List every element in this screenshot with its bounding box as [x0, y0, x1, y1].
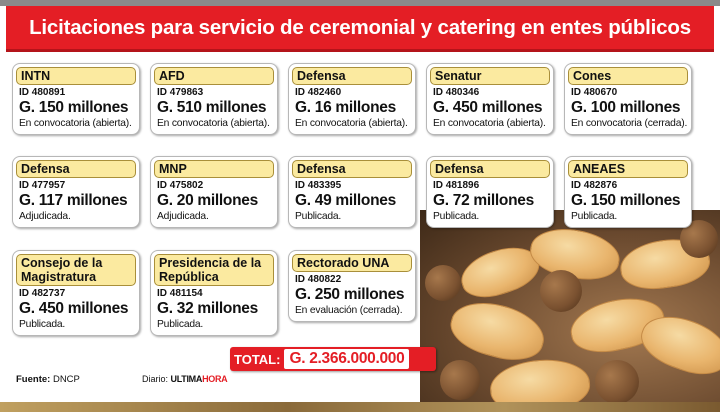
card-amount: G. 450 millones: [19, 300, 129, 317]
card-entity-line2: República: [159, 270, 219, 284]
card-id: ID 481896: [433, 180, 480, 191]
total-badge: TOTAL: G. 2.366.000.000: [230, 347, 436, 371]
card-status: Adjudicada.: [19, 211, 71, 222]
total-label: TOTAL:: [234, 351, 281, 367]
card-id: ID 481154: [157, 288, 203, 299]
card-amount: G. 250 millones: [295, 286, 405, 303]
card-status: En convocatoria (abierta).: [433, 118, 546, 129]
card-id: ID 480346: [433, 87, 480, 98]
tender-card-mnp: MNP ID 475802 G. 20 millones Adjudicada.: [150, 156, 278, 228]
ultimahora-logo: ULTIMAHORA: [170, 374, 228, 384]
card-entity: Defensa: [292, 160, 412, 178]
card-entity: Rectorado UNA: [292, 254, 412, 272]
tender-card-presidencia: Presidencia de la República ID 481154 G.…: [150, 250, 278, 336]
card-entity-line2: Magistratura: [21, 270, 97, 284]
card-id: ID 479863: [157, 87, 204, 98]
tender-card-rectorado-una: Rectorado UNA ID 480822 G. 250 millones …: [288, 250, 416, 322]
card-amount: G. 20 millones: [157, 192, 258, 209]
card-entity: Presidencia de la República: [154, 254, 274, 286]
card-status: Publicada.: [19, 319, 66, 330]
card-amount: G. 450 millones: [433, 99, 543, 116]
card-id: ID 475802: [157, 180, 204, 191]
card-id: ID 480822: [295, 274, 342, 285]
card-id: ID 482737: [19, 288, 66, 299]
top-strip: [0, 0, 720, 6]
tender-card-afd: AFD ID 479863 G. 510 millones En convoca…: [150, 63, 278, 135]
card-entity: AFD: [154, 67, 274, 85]
newspaper-credit: Diario: ULTIMAHORA: [142, 374, 228, 384]
card-amount: G. 100 millones: [571, 99, 681, 116]
card-amount: G. 150 millones: [571, 192, 681, 209]
card-status: Adjudicada.: [157, 211, 209, 222]
card-entity: MNP: [154, 160, 274, 178]
tender-card-intn: INTN ID 480891 G. 150 millones En convoc…: [12, 63, 140, 135]
source-label: Fuente:: [16, 374, 51, 385]
card-status: En convocatoria (abierta).: [19, 118, 132, 129]
food-photo: [420, 210, 720, 412]
page-title: Licitaciones para servicio de ceremonial…: [29, 15, 691, 39]
card-id: ID 483395: [295, 180, 342, 191]
source-credit: Fuente: DNCP: [16, 374, 80, 385]
diario-label: Diario:: [142, 374, 169, 384]
card-status: En convocatoria (abierta).: [295, 118, 408, 129]
card-status: Publicada.: [571, 211, 618, 222]
card-status: En evaluación (cerrada).: [295, 305, 403, 316]
card-id: ID 482876: [571, 180, 618, 191]
card-amount: G. 32 millones: [157, 300, 258, 317]
card-status: En convocatoria (cerrada).: [571, 118, 688, 129]
card-status: Publicada.: [157, 319, 204, 330]
card-entity: Defensa: [292, 67, 412, 85]
card-amount: G. 117 millones: [19, 192, 128, 209]
tender-card-consejo-magistratura: Consejo de la Magistratura ID 482737 G. …: [12, 250, 140, 336]
tender-card-defensa-483395: Defensa ID 483395 G. 49 millones Publica…: [288, 156, 416, 228]
bottom-strip: [0, 402, 720, 412]
card-entity: Consejo de la Magistratura: [16, 254, 136, 286]
card-id: ID 482460: [295, 87, 342, 98]
source-value: DNCP: [52, 374, 80, 385]
tender-card-defensa-481896: Defensa ID 481896 G. 72 millones Publica…: [426, 156, 554, 228]
card-status: Publicada.: [295, 211, 342, 222]
total-value: G. 2.366.000.000: [284, 349, 410, 369]
card-entity: INTN: [16, 67, 136, 85]
card-entity: Senatur: [430, 67, 550, 85]
card-entity-line1: Presidencia de la: [159, 256, 262, 270]
card-amount: G. 510 millones: [157, 99, 267, 116]
card-entity: Defensa: [16, 160, 136, 178]
card-amount: G. 150 millones: [19, 99, 129, 116]
card-amount: G. 16 millones: [295, 99, 396, 116]
card-status: En convocatoria (abierta).: [157, 118, 270, 129]
tender-card-defensa-482460: Defensa ID 482460 G. 16 millones En conv…: [288, 63, 416, 135]
tender-card-defensa-477957: Defensa ID 477957 G. 117 millones Adjudi…: [12, 156, 140, 228]
tender-card-senatur: Senatur ID 480346 G. 450 millones En con…: [426, 63, 554, 135]
card-entity-line1: Consejo de la: [21, 256, 103, 270]
card-amount: G. 49 millones: [295, 192, 396, 209]
card-id: ID 480670: [571, 87, 618, 98]
card-id: ID 480891: [19, 87, 66, 98]
card-amount: G. 72 millones: [433, 192, 534, 209]
card-entity: Cones: [568, 67, 688, 85]
card-entity: ANEAES: [568, 160, 688, 178]
card-id: ID 477957: [19, 180, 66, 191]
tender-card-cones: Cones ID 480670 G. 100 millones En convo…: [564, 63, 692, 135]
card-entity: Defensa: [430, 160, 550, 178]
tender-card-aneaes: ANEAES ID 482876 G. 150 millones Publica…: [564, 156, 692, 228]
header-bar: Licitaciones para servicio de ceremonial…: [6, 6, 714, 52]
card-status: Publicada.: [433, 211, 480, 222]
